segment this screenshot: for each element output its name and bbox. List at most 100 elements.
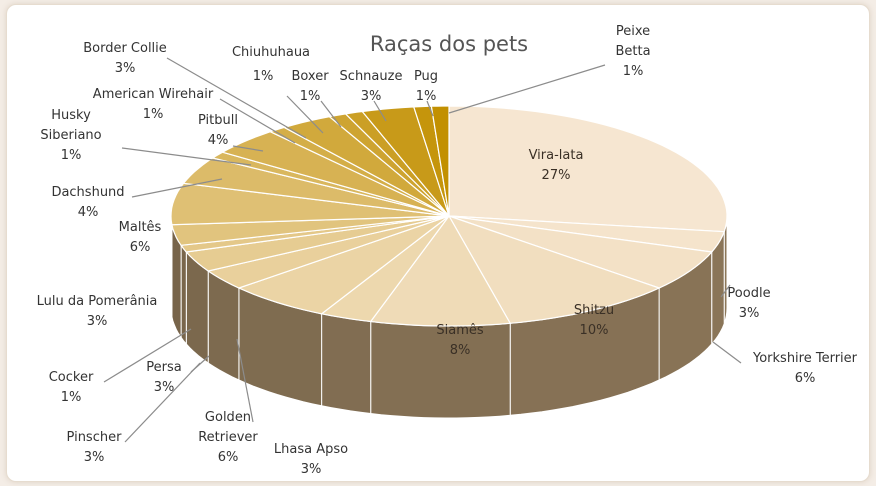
leader-line (448, 64, 606, 114)
chart-frame: Raças dos pets Vira-lata 27% Poodle 3% Yorks… (6, 4, 870, 482)
label-lhasa-apso: Lhasa Apso 3% (274, 442, 348, 477)
slice-vira-lata (448, 105, 728, 233)
side-maltes (170, 215, 173, 317)
label-value: 3% (154, 380, 175, 395)
chart-title: Raças dos pets (370, 32, 528, 56)
leader-line (121, 147, 252, 166)
label-value: 6% (218, 450, 239, 465)
label-pinscher: Pinscher 3% (67, 362, 201, 465)
leader-line (720, 284, 731, 298)
label-text: Schnauze (340, 69, 403, 84)
label-poodle: Poodle 3% (720, 284, 771, 321)
slice-peixe-betta (430, 105, 450, 217)
slice-lhasa-apso (320, 215, 450, 323)
slice-shitzu (447, 214, 661, 324)
label-text: Border Collie (83, 41, 167, 56)
leader-line (712, 341, 742, 364)
label-value: 8% (450, 343, 471, 358)
label-value: 3% (361, 89, 382, 104)
label-text: Peixe (616, 24, 650, 39)
leader-line (320, 100, 342, 128)
label-value: 3% (84, 450, 105, 465)
label-dachshund: Dachshund 4% (51, 178, 223, 220)
label-text: Poodle (727, 286, 770, 301)
label-value: 4% (78, 205, 99, 220)
side-pinscher (207, 270, 240, 381)
label-husky-siberiano: Husky Siberiano 1% (40, 108, 252, 166)
label-text: Persa (146, 360, 181, 375)
label-maltes: Maltês 6% (119, 220, 162, 255)
label-value: 6% (130, 240, 151, 255)
slice-yorkshire-terrier (448, 215, 713, 289)
label-text: American Wirehair (93, 87, 214, 102)
side-cocker (180, 243, 187, 346)
leader-line (286, 95, 324, 134)
label-value: 3% (739, 306, 760, 321)
label-pug: Pug 1% (414, 69, 438, 117)
label-value: 1% (623, 64, 644, 79)
label-text: Cocker (49, 370, 94, 385)
slice-golden-retriever (237, 215, 450, 315)
label-value: 1% (300, 89, 321, 104)
label-cocker: Cocker 1% (49, 328, 192, 405)
label-value: 4% (208, 133, 229, 148)
label-golden-retriever: Golden Retriever 6% (198, 338, 258, 465)
label-lulu-da-pomerania: Lulu da Pomerânia 3% (37, 294, 158, 329)
label-value: 6% (795, 371, 816, 386)
label-text: Lulu da Pomerânia (37, 294, 158, 309)
label-text: Chiuhuhaua (232, 45, 310, 60)
label-chiuhuhaua: Chiuhuhaua 1% (232, 45, 324, 134)
label-text: Pitbull (198, 113, 238, 128)
label-boxer: Boxer 1% (291, 69, 342, 128)
label-shitzu: Shitzu 10% (574, 303, 614, 338)
label-text: Vira-lata (529, 148, 584, 163)
slice-siames (369, 214, 512, 327)
leader-line (131, 178, 223, 198)
label-value: 1% (253, 69, 274, 84)
leader-line (124, 362, 201, 443)
label-value: 1% (143, 107, 164, 122)
leader-line (426, 100, 434, 117)
leader-line (166, 57, 307, 139)
slice-persa (185, 215, 450, 272)
label-text: Boxer (291, 69, 329, 84)
label-text: Shitzu (574, 303, 614, 318)
leader-line (190, 355, 210, 373)
label-text: Husky (51, 108, 91, 123)
label-text: Yorkshire Terrier (752, 351, 858, 366)
label-pitbull: Pitbull 4% (198, 113, 264, 152)
label-text: Dachshund (51, 185, 124, 200)
label-american-wirehair: American Wirehair 1% (93, 87, 296, 144)
label-text: Lhasa Apso (274, 442, 348, 457)
pie-chart: Raças dos pets Vira-lata 27% Poodle 3% Yorks… (37, 24, 858, 477)
label-yorkshire-terrier: Yorkshire Terrier 6% (712, 341, 858, 386)
slice-schnauze (361, 106, 450, 217)
leader-line (373, 100, 387, 122)
slice-pinscher (206, 215, 450, 289)
leader-line (232, 145, 264, 152)
slice-lulu-da-pomerania (171, 215, 450, 246)
label-text: Pinscher (67, 430, 123, 445)
slice-pitbull (220, 131, 450, 217)
label-text: Betta (615, 44, 650, 59)
label-value: 10% (580, 323, 609, 338)
label-text: Maltês (119, 220, 162, 235)
label-value: 1% (61, 148, 82, 163)
label-text: Retriever (198, 430, 258, 445)
label-value: 3% (87, 314, 108, 329)
label-vira-lata: Vira-lata 27% (529, 148, 584, 183)
data-labels: Vira-lata 27% Poodle 3% Yorkshire Terrier 6% S… (37, 24, 858, 477)
leader-line (219, 98, 296, 144)
label-value: 27% (542, 168, 571, 183)
side-lhasa-apso (321, 313, 372, 415)
label-value: 1% (61, 390, 82, 405)
slice-border-collie (282, 116, 450, 217)
label-persa: Persa 3% (146, 355, 210, 395)
label-value: 1% (416, 89, 437, 104)
label-value: 3% (115, 61, 136, 76)
leader-line (103, 328, 192, 383)
label-text: Siberiano (40, 128, 101, 143)
leader-line (236, 338, 254, 423)
label-border-collie: Border Collie 3% (83, 41, 307, 139)
label-text: Siamês (436, 323, 483, 338)
